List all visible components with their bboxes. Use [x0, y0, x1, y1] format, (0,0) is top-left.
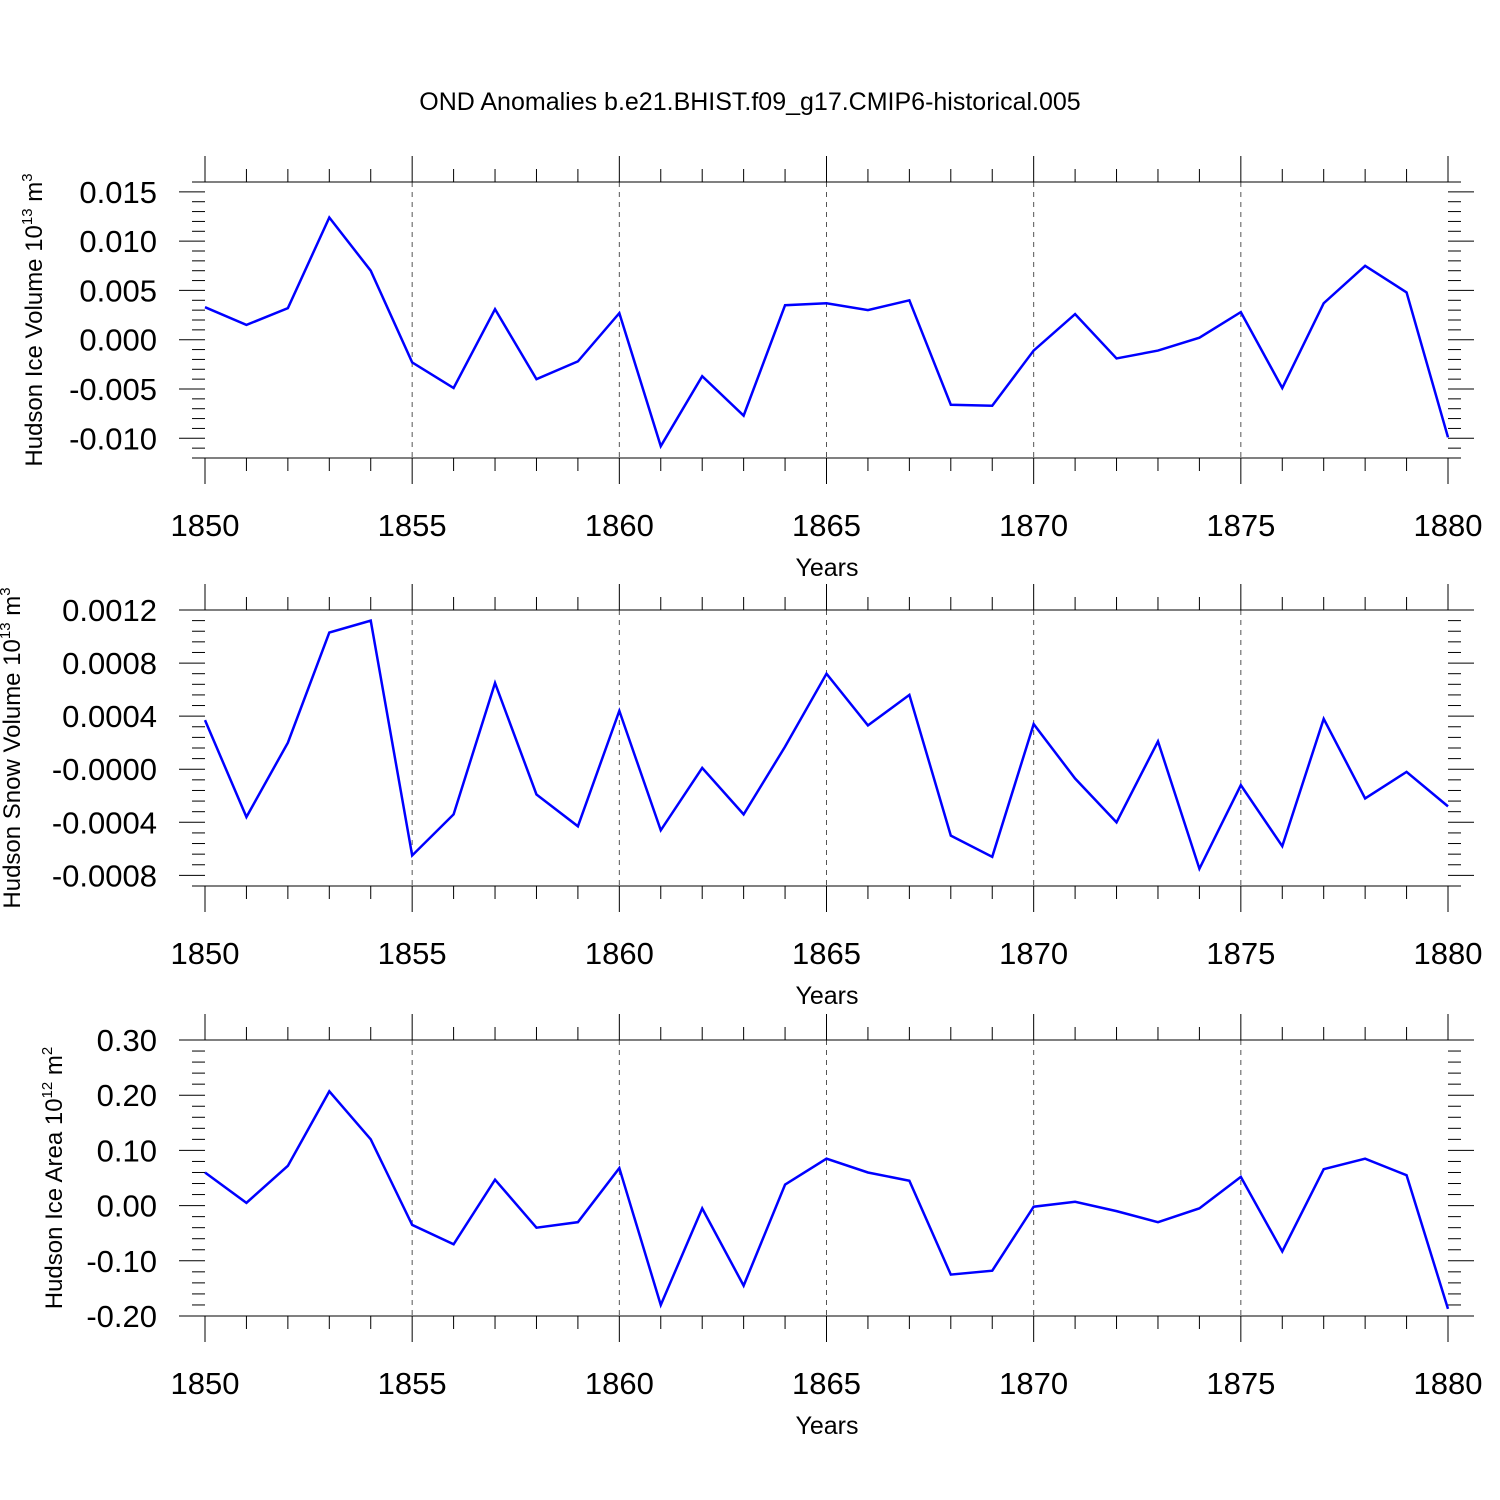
x-tick-label: 1870 — [999, 508, 1068, 543]
x-tick-label: 1875 — [1206, 508, 1275, 543]
y-tick-label: -0.0008 — [52, 858, 157, 893]
y-tick-label: -0.10 — [86, 1244, 157, 1279]
x-tick-label: 1865 — [792, 508, 861, 543]
x-tick-label: 1850 — [171, 1366, 240, 1401]
x-tick-label: 1875 — [1206, 936, 1275, 971]
y-tick-label: 0.0008 — [62, 646, 157, 681]
x-tick-label: 1855 — [378, 508, 447, 543]
x-tick-label: 1880 — [1414, 936, 1483, 971]
x-tick-label: 1865 — [792, 936, 861, 971]
y-axis-label: Hudson Snow Volume 1013 m3 — [0, 587, 26, 908]
y-tick-label: -0.010 — [69, 421, 157, 456]
x-tick-label: 1880 — [1414, 1366, 1483, 1401]
panel-2: 1850 1855 1860 1865 1870 1875 1880 -0.0008 -0.00… — [0, 584, 1482, 1010]
y-tick-label: 0.005 — [79, 273, 157, 308]
y-tick-label: -0.0004 — [52, 805, 157, 840]
x-tick-label: 1850 — [171, 508, 240, 543]
series-line — [204, 1089, 1450, 1310]
y-tick-label: 0.0012 — [62, 593, 157, 628]
y-tick-label: 0.00 — [97, 1189, 157, 1224]
y-tick-label: -0.0000 — [52, 752, 157, 787]
figure-title: OND Anomalies b.e21.BHIST.f09_g17.CMIP6-… — [419, 88, 1080, 116]
y-tick-label: 0.10 — [97, 1133, 157, 1168]
series-line — [204, 215, 1450, 450]
y-tick-label: 0.0004 — [62, 699, 157, 734]
x-tick-label: 1865 — [792, 1366, 861, 1401]
y-tick-label: 0.000 — [79, 323, 157, 358]
panel-1: 1850 1855 1860 1865 1870 1875 1880 -0.010 -0.005… — [19, 156, 1482, 582]
y-tick-label: 0.20 — [97, 1078, 157, 1113]
x-tick-label: 1870 — [999, 936, 1068, 971]
x-tick-label: 1860 — [585, 1366, 654, 1401]
x-axis-label: Years — [795, 554, 858, 582]
x-tick-label: 1870 — [999, 1366, 1068, 1401]
y-axis-label: Hudson Ice Volume 1013 m3 — [19, 173, 48, 466]
y-tick-label: 0.010 — [79, 224, 157, 259]
y-tick-label: 0.30 — [97, 1023, 157, 1058]
panel-3: 1850 1855 1860 1865 1870 1875 1880 -0.20 -0.10 0.… — [39, 1014, 1482, 1440]
series-line — [203, 619, 1449, 873]
y-tick-label: -0.20 — [86, 1299, 157, 1334]
x-tick-label: 1860 — [585, 508, 654, 543]
y-axis-label: Hudson Ice Area 1012 m2 — [39, 1047, 68, 1310]
x-tick-label: 1855 — [378, 1366, 447, 1401]
x-tick-label: 1875 — [1206, 1366, 1275, 1401]
x-tick-label: 1850 — [171, 936, 240, 971]
y-tick-label: -0.005 — [69, 372, 157, 407]
x-tick-label: 1855 — [378, 936, 447, 971]
x-tick-label: 1880 — [1414, 508, 1483, 543]
x-axis-label: Years — [795, 982, 858, 1010]
x-axis-label: Years — [795, 1412, 858, 1440]
x-tick-label: 1860 — [585, 936, 654, 971]
y-tick-label: 0.015 — [79, 175, 157, 210]
